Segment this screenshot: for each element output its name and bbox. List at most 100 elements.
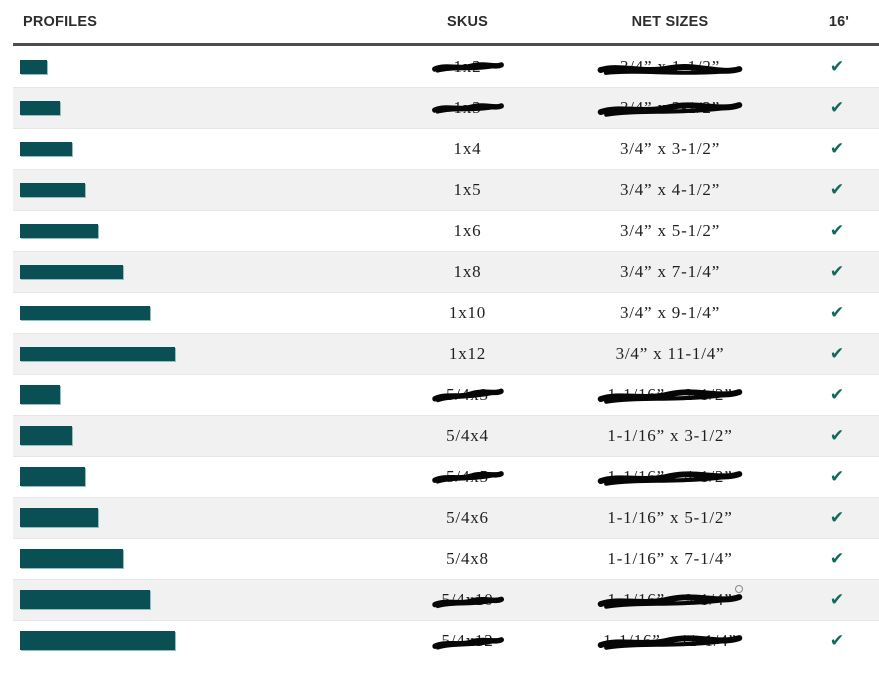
net-size-value: 3/4” x 4-1/2” (619, 179, 721, 199)
net-size-value: 1-1/16” x 2-1/2” (607, 384, 733, 404)
availability-cell: ✔ (785, 508, 879, 528)
net-size-cell: 3/4” x 2-1/2” (555, 98, 785, 118)
sku-cell: 5/4x6 (380, 508, 555, 528)
check-icon: ✔ (829, 384, 845, 405)
net-size-cell: 3/4” x 7-1/4” (555, 262, 785, 282)
net-size-cell: 1-1/16” x 11-1/4” (555, 631, 785, 651)
profile-cell (13, 467, 380, 486)
net-size-cell: 3/4” x 3-1/2” (555, 139, 785, 159)
net-size-cell: 1-1/16” x 5-1/2” (555, 508, 785, 528)
profile-bar (20, 631, 175, 650)
table-row: 5/4x8 1-1/16” x 7-1/4” ✔ (13, 538, 879, 579)
profile-cell (13, 590, 380, 609)
availability-cell: ✔ (785, 549, 879, 569)
lumber-spec-table: PROFILES SKUS NET SIZES 16' 1x2 3/4” x 1… (13, 0, 879, 661)
net-size-value: 3/4” x 3-1/2” (619, 138, 721, 158)
availability-cell: ✔ (785, 57, 879, 77)
net-size-value: 1-1/16” x 5-1/2” (607, 507, 733, 527)
sku-cell: 5/4x8 (380, 549, 555, 569)
profile-bar (20, 59, 47, 74)
profile-bar (20, 305, 150, 320)
profile-cell (13, 346, 380, 361)
net-size-value: 3/4” x 9-1/4” (619, 302, 721, 322)
profile-cell (13, 385, 380, 404)
table-row: 1x6 3/4” x 5-1/2” ✔ (13, 210, 879, 251)
sku-value: 5/4x12 (441, 630, 494, 650)
sku-value: 1x2 (453, 56, 482, 76)
table-header-row: PROFILES SKUS NET SIZES 16' (13, 0, 879, 46)
sku-cell: 5/4x3 (380, 385, 555, 405)
net-size-value: 1-1/16” x 9-1/4” (607, 589, 733, 609)
profile-cell (13, 264, 380, 279)
sku-value: 1x8 (453, 261, 482, 281)
sku-value: 5/4x6 (446, 507, 489, 527)
sku-value: 1x10 (448, 302, 487, 322)
sku-value: 5/4x10 (441, 589, 494, 609)
net-size-cell: 1-1/16” x 4-1/2” (555, 467, 785, 487)
sku-cell: 1x10 (380, 303, 555, 323)
sku-cell: 1x6 (380, 221, 555, 241)
availability-cell: ✔ (785, 631, 879, 651)
net-size-value: 3/4” x 2-1/2” (619, 97, 721, 117)
profile-cell (13, 508, 380, 527)
table-row: 1x10 3/4” x 9-1/4” ✔ (13, 292, 879, 333)
profile-cell (13, 305, 380, 320)
net-size-value: 1-1/16” x 11-1/4” (603, 630, 737, 650)
net-size-value: 1-1/16” x 7-1/4” (607, 548, 733, 568)
sku-cell: 5/4x10 (380, 590, 555, 610)
table-row: 1x3 3/4” x 2-1/2” ✔ (13, 87, 879, 128)
availability-cell: ✔ (785, 590, 879, 610)
profile-bar (20, 100, 60, 115)
table-row: 5/4x5 1-1/16” x 4-1/2” ✔ (13, 456, 879, 497)
net-size-value: 1-1/16” x 3-1/2” (607, 425, 733, 445)
net-size-cell: 3/4” x 9-1/4” (555, 303, 785, 323)
sku-value: 5/4x8 (446, 548, 489, 568)
sku-value: 1x3 (453, 97, 482, 117)
profile-cell (13, 223, 380, 238)
table-row: 5/4x6 1-1/16” x 5-1/2” ✔ (13, 497, 879, 538)
check-icon: ✔ (829, 589, 845, 610)
profile-bar (20, 141, 72, 156)
check-icon: ✔ (829, 630, 845, 651)
net-size-cell: 3/4” x 11-1/4” (555, 344, 785, 364)
sku-cell: 5/4x12 (380, 631, 555, 651)
sku-value: 5/4x4 (446, 425, 489, 445)
availability-cell: ✔ (785, 139, 879, 159)
net-size-value: 1-1/16” x 4-1/2” (607, 466, 733, 486)
sku-value: 1x12 (448, 343, 487, 363)
sku-value: 5/4x5 (446, 466, 489, 486)
profile-bar (20, 467, 85, 486)
check-icon: ✔ (829, 179, 845, 200)
net-size-cell: 1-1/16” x 9-1/4” (555, 590, 785, 610)
table-row: 5/4x4 1-1/16” x 3-1/2” ✔ (13, 415, 879, 456)
net-size-cell: 1-1/16” x 7-1/4” (555, 549, 785, 569)
check-icon: ✔ (829, 425, 845, 446)
sku-value: 1x4 (453, 138, 482, 158)
check-icon: ✔ (829, 302, 845, 323)
table-row: 1x5 3/4” x 4-1/2” ✔ (13, 169, 879, 210)
profile-cell (13, 426, 380, 445)
availability-cell: ✔ (785, 385, 879, 405)
net-size-cell: 3/4” x 5-1/2” (555, 221, 785, 241)
sku-value: 1x5 (453, 179, 482, 199)
table-row: 5/4x3 1-1/16” x 2-1/2” ✔ (13, 374, 879, 415)
profile-cell (13, 631, 380, 650)
column-header-length-16ft: 16' (828, 13, 850, 30)
net-size-value: 3/4” x 11-1/4” (615, 343, 725, 363)
net-size-value: 3/4” x 5-1/2” (619, 220, 721, 240)
availability-cell: ✔ (785, 467, 879, 487)
availability-cell: ✔ (785, 180, 879, 200)
sku-cell: 1x4 (380, 139, 555, 159)
profile-cell (13, 100, 380, 115)
profile-cell (13, 549, 380, 568)
table-row: 1x12 3/4” x 11-1/4” ✔ (13, 333, 879, 374)
profile-cell (13, 182, 380, 197)
profile-bar (20, 264, 123, 279)
availability-cell: ✔ (785, 344, 879, 364)
small-circle-annotation (735, 585, 743, 593)
profile-bar (20, 182, 85, 197)
table-row: 5/4x10 1-1/16” x 9-1/4” ✔ (13, 579, 879, 620)
sku-cell: 1x12 (380, 344, 555, 364)
column-header-skus: SKUS (446, 13, 489, 30)
sku-cell: 1x5 (380, 180, 555, 200)
